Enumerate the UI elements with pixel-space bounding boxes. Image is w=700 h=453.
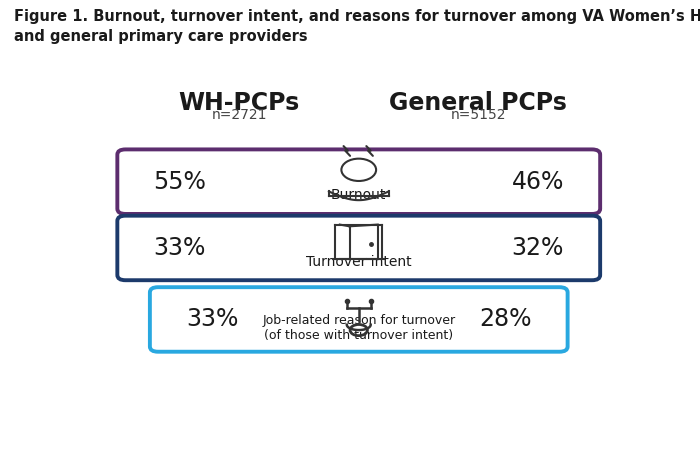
Text: Turnover intent: Turnover intent bbox=[306, 255, 412, 269]
Text: 33%: 33% bbox=[186, 308, 239, 332]
Text: Figure 1. Burnout, turnover intent, and reasons for turnover among VA Women’s He: Figure 1. Burnout, turnover intent, and … bbox=[14, 9, 700, 24]
Text: Burnout: Burnout bbox=[331, 188, 386, 202]
Text: 46%: 46% bbox=[512, 170, 564, 194]
Text: 32%: 32% bbox=[512, 236, 564, 260]
Text: Job-related reason for turnover
(of those with turnover intent): Job-related reason for turnover (of thos… bbox=[262, 314, 455, 342]
Text: WH-PCPs: WH-PCPs bbox=[178, 91, 300, 115]
FancyBboxPatch shape bbox=[150, 287, 568, 352]
FancyBboxPatch shape bbox=[118, 149, 600, 214]
Text: n=2721: n=2721 bbox=[211, 108, 267, 122]
Text: General PCPs: General PCPs bbox=[389, 91, 567, 115]
Text: 28%: 28% bbox=[479, 308, 531, 332]
FancyBboxPatch shape bbox=[118, 216, 600, 280]
Text: 33%: 33% bbox=[153, 236, 206, 260]
Text: and general primary care providers: and general primary care providers bbox=[14, 29, 307, 44]
Text: 55%: 55% bbox=[153, 170, 206, 194]
Text: n=5152: n=5152 bbox=[450, 108, 506, 122]
